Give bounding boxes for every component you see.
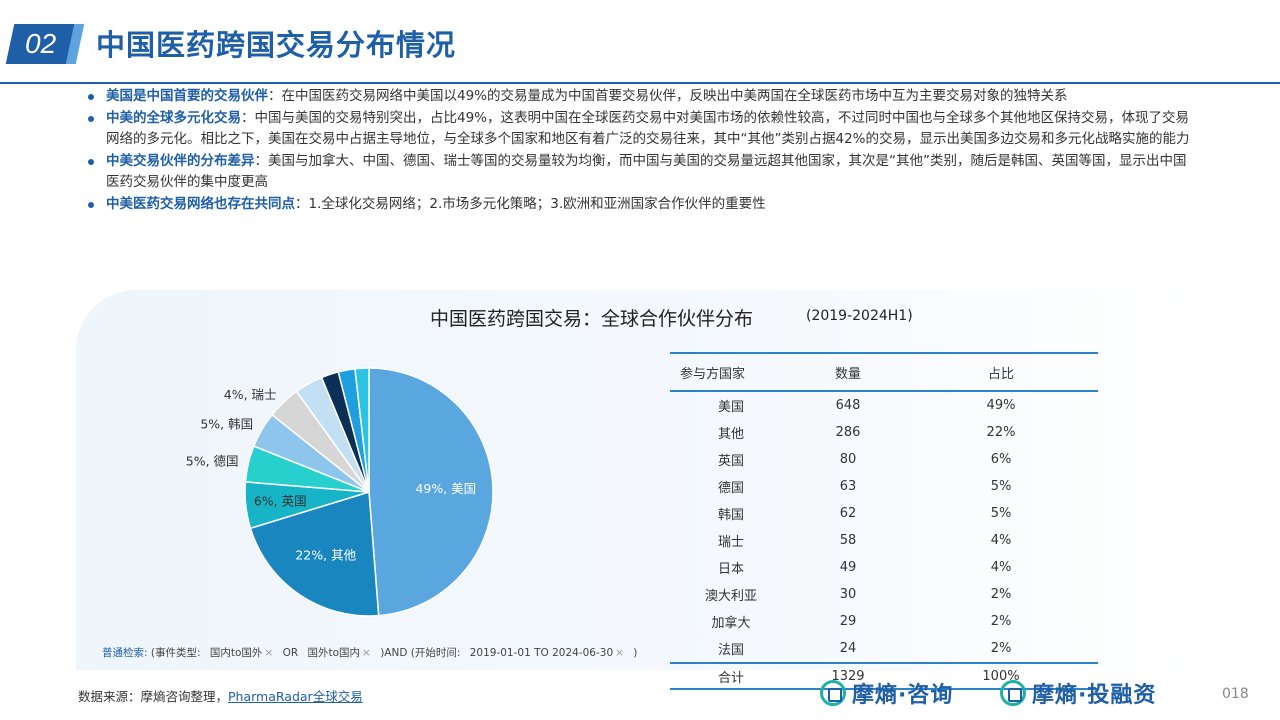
cell-country: 加拿大	[711, 616, 751, 631]
pie-slice-法国	[354, 367, 370, 493]
remove-chip-icon[interactable]: ×	[362, 647, 371, 659]
cell-share: 4%	[990, 560, 1012, 575]
remove-chip-icon[interactable]: ×	[264, 647, 274, 659]
finding-item: 中美交易伙伴的分布差异：美国与加拿大、中国、德国、瑞士等国的交易量较为均衡，而中…	[86, 151, 1196, 193]
cell-count: 1329	[792, 662, 904, 690]
cell-count: 30	[839, 587, 857, 602]
cell-count: 29	[839, 614, 857, 629]
pie-label-瑞士: 4%, 瑞士	[224, 387, 277, 402]
pie-label-韩国: 5%, 韩国	[200, 417, 253, 432]
pie-label-德国: 5%, 德国	[186, 453, 239, 468]
pie-label-英国: 6%, 英国	[254, 494, 307, 509]
column-header-country: 参与方国家	[670, 352, 792, 392]
table-row: 美国 648 49%	[670, 391, 1098, 419]
cell-count: 63	[839, 479, 857, 494]
key-findings-list: 美国是中国首要的交易伙伴：在中国医药交易网络中美国以49%的交易量成为中国首要交…	[86, 86, 1196, 216]
cell-share: 49%	[986, 398, 1016, 413]
cell-country: 瑞士	[717, 535, 744, 550]
finding-item: 中美医药交易网络也存在共同点：1.全球化交易网络；2.市场多元化策略；3.欧洲和…	[86, 194, 1196, 215]
cell-country: 合计	[670, 662, 792, 690]
pie-chart: 49%, 美国 22%, 其他 6%, 英国 5%, 德国 5%, 韩国 4%, 瑞士	[186, 367, 494, 617]
brand-mark-icon	[1000, 680, 1026, 706]
source-link[interactable]: PharmaRadar全球交易	[228, 689, 363, 704]
partner-table: 参与方国家 数量 占比 美国 648 49% 其他 286 22% 英国 80 6% 德国 63 5%…	[670, 352, 1098, 690]
cell-country: 德国	[717, 481, 744, 496]
finding-item: 中美的全球多元化交易：中国与美国的交易特别突出，占比49%，这表明中国在全球医药…	[86, 108, 1196, 150]
query-chip: 国外to国内 ×	[307, 647, 371, 659]
cell-share: 6%	[990, 452, 1012, 467]
cell-share: 2%	[990, 614, 1012, 629]
cell-count: 24	[839, 641, 857, 656]
query-chip: 2019-01-01 TO 2024-06-30 ×	[469, 647, 624, 659]
query-chip: 国内to国外 ×	[209, 647, 274, 659]
table-row: 日本 49 4%	[670, 554, 1098, 581]
cell-share: 2%	[990, 641, 1012, 656]
page-number: 018	[1222, 686, 1249, 702]
cell-country: 澳大利亚	[704, 589, 757, 604]
table-row: 韩国 62 5%	[670, 500, 1098, 527]
column-header-count: 数量	[792, 352, 904, 392]
cell-share: 2%	[990, 587, 1012, 602]
table-row: 澳大利亚 30 2%	[670, 581, 1098, 608]
page-title: 中国医药跨国交易分布情况	[96, 28, 457, 62]
query-part: (事件类型:	[150, 647, 201, 659]
pie-label-其他: 22%, 其他	[295, 548, 356, 563]
pie-label-美国: 49%, 美国	[415, 481, 476, 496]
chart-title: 中国医药跨国交易：全球合作伙伴分布	[430, 308, 754, 330]
pie-slice-美国	[368, 367, 494, 617]
header-divider	[0, 82, 1280, 84]
cell-share: 4%	[990, 533, 1012, 548]
table-row: 英国 80 6%	[670, 446, 1098, 473]
brand-logo-consulting: 摩熵·咨询	[820, 676, 953, 710]
cell-country: 美国	[717, 400, 744, 415]
finding-item: 美国是中国首要的交易伙伴：在中国医药交易网络中美国以49%的交易量成为中国首要交…	[86, 86, 1196, 107]
cell-share: 5%	[990, 506, 1012, 521]
column-header-share: 占比	[904, 352, 1098, 392]
cell-country: 韩国	[717, 508, 744, 523]
search-query: 普通检索: (事件类型: 国内to国外 × OR 国外to国内 × )AND (开始…	[102, 645, 637, 660]
table-row: 瑞士 58 4%	[670, 527, 1098, 554]
table-row: 加拿大 29 2%	[670, 608, 1098, 635]
cell-count: 80	[839, 452, 857, 467]
table-row: 其他 286 22%	[670, 419, 1098, 446]
cell-count: 58	[839, 533, 857, 548]
cell-share: 5%	[990, 479, 1012, 494]
query-operator: OR	[282, 647, 299, 659]
page-header: 02 中国医药跨国交易分布情况	[0, 18, 1280, 84]
table-row: 法国 24 2%	[670, 635, 1098, 663]
cell-country: 其他	[717, 427, 744, 442]
cell-count: 286	[835, 425, 861, 440]
brand-logo-investment: 摩熵·投融资	[1000, 676, 1156, 710]
data-source: 数据来源：摩熵咨询整理，PharmaRadar全球交易	[78, 689, 363, 704]
cell-country: 法国	[717, 643, 744, 658]
cell-count: 49	[839, 560, 857, 575]
cell-count: 62	[839, 506, 857, 521]
brand-mark-icon	[820, 680, 846, 706]
table-header-row: 参与方国家 数量 占比	[670, 352, 1098, 392]
cell-country: 日本	[717, 562, 744, 577]
cell-country: 英国	[717, 454, 744, 469]
query-label: 普通检索:	[102, 647, 148, 659]
query-part: )	[633, 647, 638, 659]
table-row: 德国 63 5%	[670, 473, 1098, 500]
cell-share: 22%	[986, 425, 1016, 440]
remove-chip-icon[interactable]: ×	[615, 647, 624, 659]
query-part: )AND (开始时间:	[380, 647, 461, 659]
chart-subtitle: (2019-2024H1)	[806, 308, 913, 324]
cell-count: 648	[835, 398, 861, 413]
pie-slice-其他	[249, 491, 380, 617]
